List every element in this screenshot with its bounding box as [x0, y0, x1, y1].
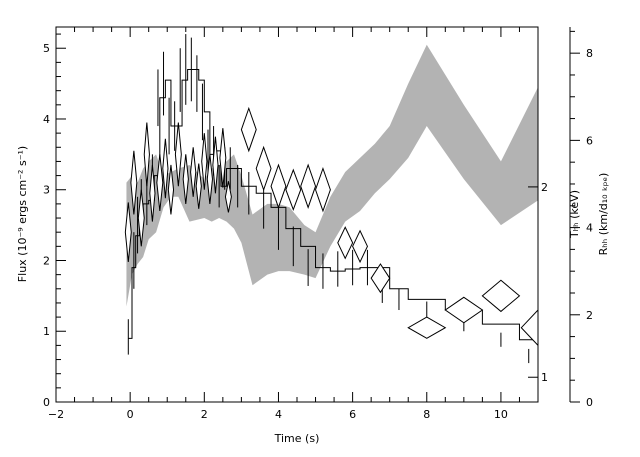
radius-diamond — [162, 138, 169, 199]
radius-diamond — [270, 163, 287, 209]
radius-diamond — [124, 202, 132, 262]
radius-diamond — [315, 166, 331, 213]
radius-diamond-layer — [124, 106, 539, 347]
radius-diamond — [195, 163, 202, 209]
x-tick-label: 4 — [275, 408, 282, 421]
y-right-outer-tick-label: 6 — [586, 134, 593, 147]
y-left-tick-label: 1 — [43, 325, 50, 338]
y-right-inner-tick-label: 1 — [541, 371, 548, 384]
radius-diamond — [201, 133, 208, 190]
radius-diamond — [212, 136, 219, 194]
x-tick-label: 8 — [423, 408, 430, 421]
radius-diamond — [255, 145, 272, 192]
y-axis-label-right-inner: Tₕₕ (keV) — [568, 190, 581, 239]
x-axis-label: Time (s) — [274, 432, 320, 445]
y-left-tick-label: 0 — [43, 396, 50, 409]
radius-diamond — [190, 147, 197, 197]
radius-diamond — [182, 154, 189, 204]
radius-diamond — [174, 122, 182, 187]
y-left-tick-label: 4 — [43, 113, 50, 126]
radius-diamond — [167, 164, 175, 215]
x-tick-label: 0 — [127, 408, 134, 421]
radius-diamond — [149, 164, 156, 222]
radius-diamond — [206, 154, 213, 204]
y-right-outer-tick-label: 0 — [586, 396, 593, 409]
y-axis-label-right-outer: Rₕₕ (km/d₁₀ ₖₚₑ) — [597, 173, 610, 256]
y-left-tick-label: 2 — [43, 254, 50, 267]
radius-diamond — [352, 229, 369, 264]
radius-diamond — [224, 181, 232, 213]
y-left-tick-label: 5 — [43, 42, 50, 55]
x-tick-label: −2 — [48, 408, 64, 421]
y-right-outer-tick-label: 4 — [586, 222, 593, 235]
radius-diamond — [137, 189, 145, 247]
radius-diamond — [285, 168, 302, 211]
radius-diamond — [156, 154, 164, 212]
radius-diamond — [444, 296, 484, 324]
y-right-outer-tick-label: 2 — [586, 309, 593, 322]
radius-diamond — [407, 316, 447, 339]
y-axis-label-left: Flux (10⁻⁹ ergs cm⁻² s⁻¹) — [16, 146, 29, 282]
y-right-inner-tick-label: 2 — [541, 181, 548, 194]
temperature-band — [126, 44, 538, 307]
radius-diamond — [300, 163, 317, 209]
x-tick-label: 2 — [201, 408, 208, 421]
radius-diamond — [481, 279, 521, 313]
radius-diamond — [219, 128, 227, 188]
x-tick-label: 10 — [494, 408, 508, 421]
radius-diamond — [370, 263, 391, 294]
y-right-outer-tick-label: 8 — [586, 47, 593, 60]
y-left-tick-label: 3 — [43, 184, 50, 197]
temperature-band-layer — [126, 44, 538, 307]
radius-diamond — [143, 122, 150, 187]
radius-diamond — [337, 226, 354, 260]
x-tick-label: 6 — [349, 408, 356, 421]
radius-diamond — [240, 106, 257, 153]
radius-diamond — [130, 150, 138, 215]
